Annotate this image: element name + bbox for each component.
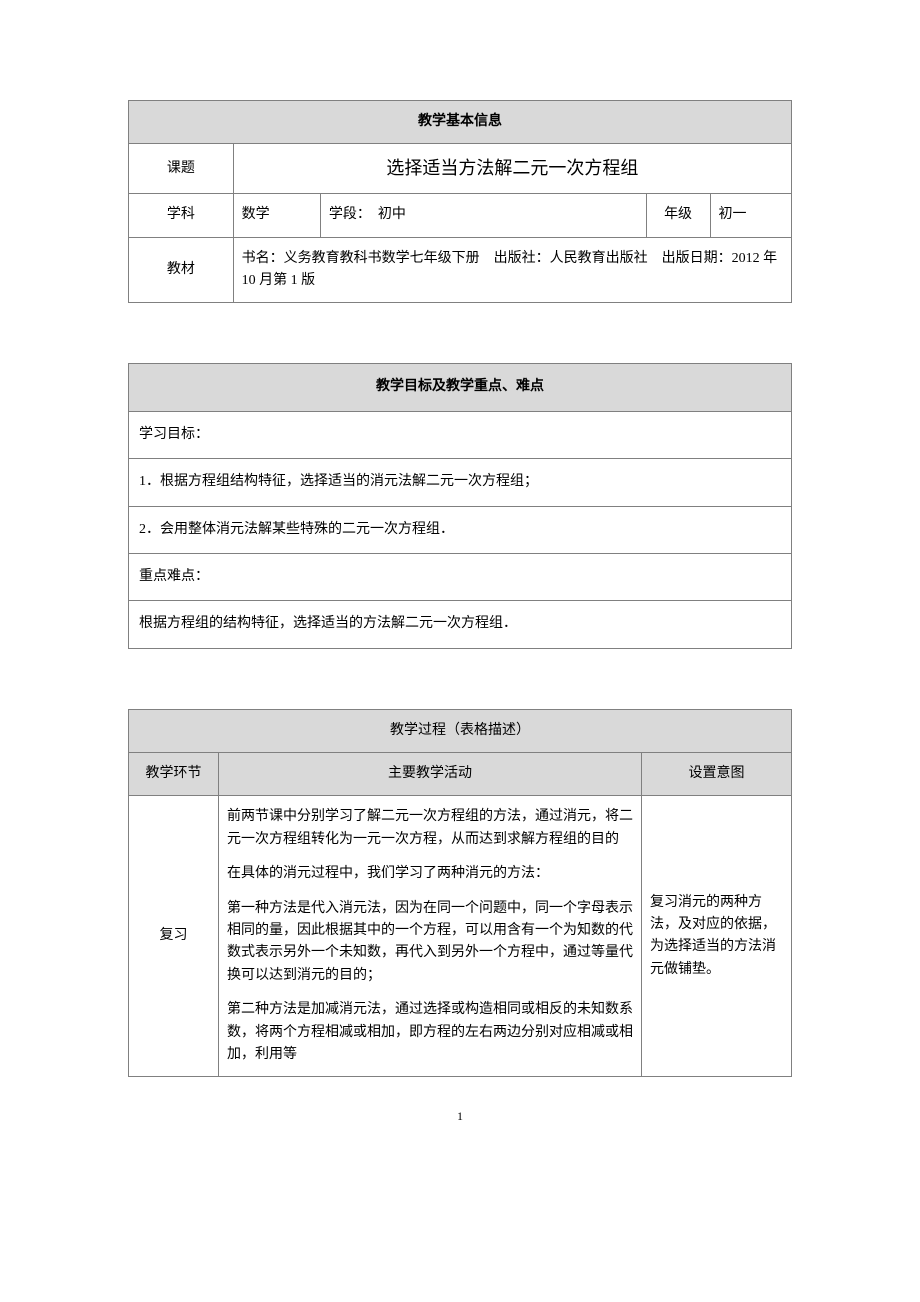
basic-info-header: 教学基本信息 bbox=[129, 101, 792, 144]
textbook-value: 书名：义务教育教科书数学七年级下册 出版社：人民教育出版社 出版日期：2012 … bbox=[233, 237, 791, 303]
intent-cell: 复习消元的两种方法，及对应的依据，为选择适当的方法消元做铺垫。 bbox=[642, 796, 792, 1077]
subject-value: 数学 bbox=[233, 194, 320, 237]
stage-cell: 学段： 初中 bbox=[320, 194, 646, 237]
objective-2: 2．会用整体消元法解某些特殊的二元一次方程组． bbox=[129, 506, 792, 553]
topic-value: 选择适当方法解二元一次方程组 bbox=[233, 144, 791, 194]
goals-header: 教学目标及教学重点、难点 bbox=[129, 364, 792, 411]
grade-label: 年级 bbox=[646, 194, 710, 237]
activity-cell: 前两节课中分别学习了解二元一次方程组的方法，通过消元，将二元一次方程组转化为一元… bbox=[219, 796, 642, 1077]
process-header: 教学过程（表格描述） bbox=[129, 709, 792, 752]
activity-p4: 第二种方法是加减消元法，通过选择或构造相同或相反的未知数系数，将两个方程相减或相… bbox=[227, 999, 633, 1066]
textbook-label: 教材 bbox=[129, 237, 234, 303]
keypoints-value: 根据方程组的结构特征，选择适当的方法解二元一次方程组． bbox=[129, 601, 792, 648]
page-number: 1 bbox=[128, 1107, 792, 1126]
process-table: 教学过程（表格描述） 教学环节 主要教学活动 设置意图 复习 前两节课中分别学习… bbox=[128, 709, 792, 1078]
activity-p2: 在具体的消元过程中，我们学习了两种消元的方法： bbox=[227, 863, 633, 885]
basic-info-table: 教学基本信息 课题 选择适当方法解二元一次方程组 学科 数学 学段： 初中 年级… bbox=[128, 100, 792, 303]
col-activity-header: 主要教学活动 bbox=[219, 753, 642, 796]
activity-p3: 第一种方法是代入消元法，因为在同一个问题中，同一个字母表示相同的量，因此根据其中… bbox=[227, 898, 633, 988]
phase-cell: 复习 bbox=[129, 796, 219, 1077]
activity-p1: 前两节课中分别学习了解二元一次方程组的方法，通过消元，将二元一次方程组转化为一元… bbox=[227, 806, 633, 851]
keypoints-label: 重点难点： bbox=[129, 553, 792, 600]
subject-label: 学科 bbox=[129, 194, 234, 237]
objective-1: 1．根据方程组结构特征，选择适当的消元法解二元一次方程组； bbox=[129, 459, 792, 506]
col-phase-header: 教学环节 bbox=[129, 753, 219, 796]
objectives-label: 学习目标： bbox=[129, 411, 792, 458]
stage-label: 学段： bbox=[329, 207, 364, 222]
topic-label: 课题 bbox=[129, 144, 234, 194]
col-intent-header: 设置意图 bbox=[642, 753, 792, 796]
grade-value: 初一 bbox=[710, 194, 791, 237]
stage-value: 初中 bbox=[378, 207, 406, 222]
goals-table: 教学目标及教学重点、难点 学习目标： 1．根据方程组结构特征，选择适当的消元法解… bbox=[128, 363, 792, 648]
